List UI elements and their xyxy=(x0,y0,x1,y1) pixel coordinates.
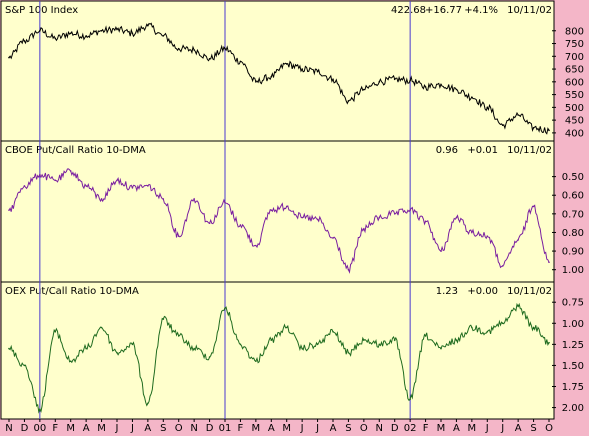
panel-spx-readout-pct: +4.1% xyxy=(464,5,498,16)
y-tick-label-spx: 600 xyxy=(565,77,584,88)
panel-spx-readout-change: +16.77 xyxy=(425,5,462,16)
x-tick-label: F xyxy=(238,423,244,434)
x-tick-label: S xyxy=(160,423,166,434)
y-tick-label-cboe: 0.60 xyxy=(562,191,584,202)
y-tick-label-oex: 1.00 xyxy=(562,319,584,330)
y-tick-label-spx: 700 xyxy=(565,52,584,63)
x-tick-label: J xyxy=(315,423,319,434)
series-layer xyxy=(8,22,550,414)
x-tick-label: M xyxy=(437,423,446,434)
x-tick-label: M xyxy=(252,423,261,434)
x-tick-label: N xyxy=(376,423,383,434)
x-tick-label: M xyxy=(468,423,477,434)
x-tick-label: J xyxy=(485,423,489,434)
y-tick-label-oex: 1.25 xyxy=(562,340,584,351)
y-tick-label-oex: 1.50 xyxy=(562,361,584,372)
y-tick-label-spx: 750 xyxy=(565,39,584,50)
x-tick-label: S xyxy=(345,423,351,434)
x-tick-label: J xyxy=(130,423,134,434)
y-tick-label-cboe: 0.70 xyxy=(562,209,584,220)
series-line-cboe xyxy=(8,168,550,274)
panel-cboe: CBOE Put/Call Ratio 10-DMA 10/11/02 +0.0… xyxy=(0,140,555,283)
x-tick-label: M xyxy=(97,423,106,434)
panel-spx-readout-date: 10/11/02 xyxy=(507,5,552,16)
x-tick-label: A xyxy=(268,423,275,434)
y-tick-label-spx: 800 xyxy=(565,26,584,37)
panel-spx-bg xyxy=(0,0,555,142)
y-tick-label-cboe: 0.50 xyxy=(562,172,584,183)
panel-oex-readout-value: 1.23 xyxy=(436,286,458,297)
x-tick-label: A xyxy=(515,423,522,434)
series-line-spx xyxy=(8,22,550,135)
x-tick-label: 02 xyxy=(404,423,417,434)
panel-oex-title: OEX Put/Call Ratio 10-DMA xyxy=(5,286,139,297)
x-tick-label: J xyxy=(300,423,304,434)
x-tick-label: A xyxy=(330,423,337,434)
x-tick-label: A xyxy=(144,423,151,434)
panel-cboe-title: CBOE Put/Call Ratio 10-DMA xyxy=(5,145,146,156)
y-tick-label-spx: 450 xyxy=(565,116,584,127)
x-tick-label: M xyxy=(66,423,75,434)
x-tick-label: D xyxy=(21,423,29,434)
y-tick-label-spx: 400 xyxy=(565,128,584,139)
x-tick-label: O xyxy=(545,423,553,434)
y-tick-label-spx: 650 xyxy=(565,65,584,76)
y-tick-label-spx: 500 xyxy=(565,103,584,114)
y-tick-label-cboe: 0.90 xyxy=(562,247,584,258)
y-tick-label-spx: 550 xyxy=(565,90,584,101)
panel-cboe-readout-date: 10/11/02 xyxy=(507,145,552,156)
series-line-oex xyxy=(8,302,550,414)
y-tick-label-oex: 0.75 xyxy=(562,298,584,309)
panel-oex-readout-date: 10/11/02 xyxy=(507,286,552,297)
x-tick-label: A xyxy=(83,423,90,434)
y-tick-label-oex: 2.00 xyxy=(562,403,584,414)
x-tick-label: J xyxy=(115,423,119,434)
y-tick-label-oex: 1.75 xyxy=(562,382,584,393)
x-tick-label: O xyxy=(360,423,368,434)
y-axes: 8007507006506005505004504000.500.600.700… xyxy=(552,26,584,414)
x-tick-label: A xyxy=(453,423,460,434)
x-axis: N D 00 F M A M J J A S O N D 01 F M A M J J A S O N D 02 F M A M J J A S O xyxy=(5,419,553,434)
panel-spx-readout-value: 422.68 xyxy=(391,5,426,16)
x-tick-label: N xyxy=(5,423,12,434)
x-tick-label: D xyxy=(206,423,214,434)
y-tick-label-cboe: 1.00 xyxy=(562,265,584,276)
x-tick-label: N xyxy=(190,423,197,434)
panel-oex-bg xyxy=(0,281,555,420)
panel-cboe-readout-value: 0.96 xyxy=(436,145,458,156)
x-tick-label: J xyxy=(500,423,504,434)
y-tick-label-cboe: 0.80 xyxy=(562,228,584,239)
panel-oex: OEX Put/Call Ratio 10-DMA 10/11/02 +0.00… xyxy=(0,281,555,420)
x-tick-label: S xyxy=(530,423,536,434)
x-tick-label: D xyxy=(391,423,399,434)
x-tick-label: O xyxy=(175,423,183,434)
x-tick-label: F xyxy=(52,423,58,434)
x-tick-label: 01 xyxy=(219,423,232,434)
panel-cboe-bg xyxy=(0,140,555,283)
panel-oex-readout-change: +0.00 xyxy=(467,286,498,297)
x-tick-label: 00 xyxy=(33,423,46,434)
x-tick-label: M xyxy=(282,423,291,434)
x-tick-label: F xyxy=(423,423,429,434)
year-gridlines xyxy=(39,1,411,419)
panel-spx-title: S&P 100 Index xyxy=(5,5,78,16)
panel-spx: S&P 100 Index 10/11/02 +4.1% +16.77 422.… xyxy=(0,0,555,142)
panel-cboe-readout-change: +0.01 xyxy=(467,145,498,156)
